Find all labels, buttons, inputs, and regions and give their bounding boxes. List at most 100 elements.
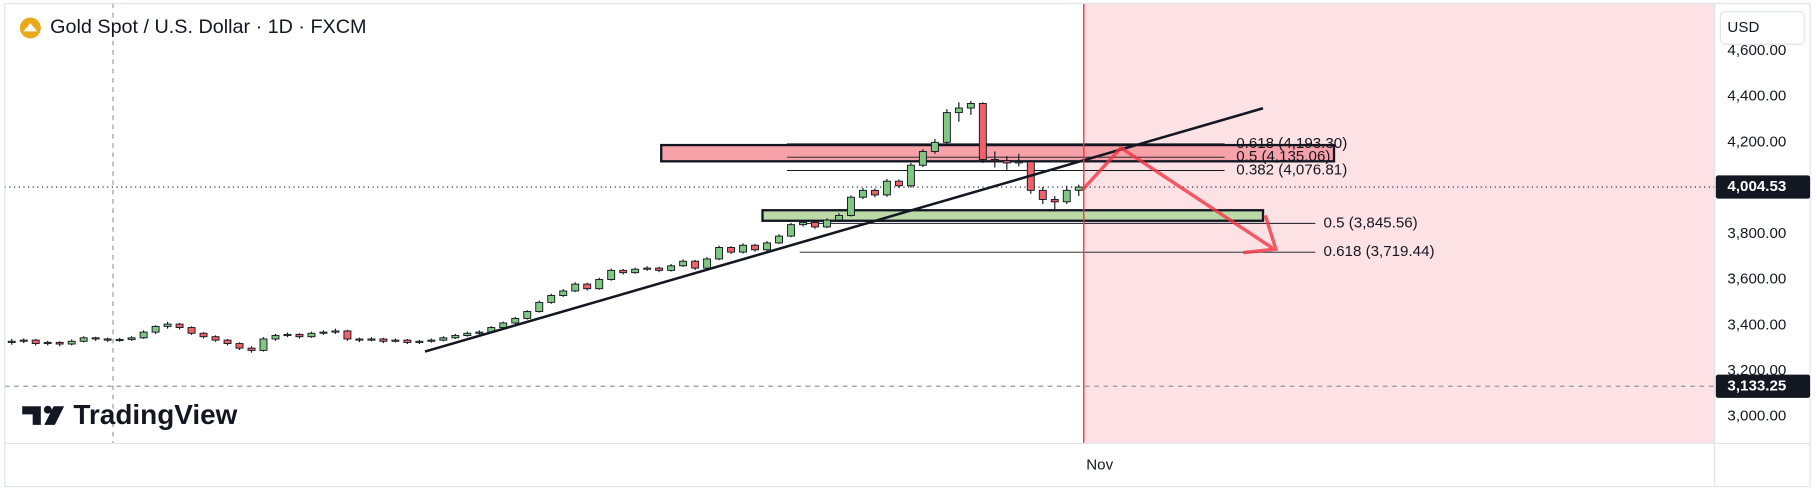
currency-label[interactable]: USD: [1727, 19, 1759, 36]
plot: 0.618 (4,193.30)0.5 (4,135.06)0.382 (4,0…: [4, 100, 1715, 387]
candle-body: [67, 340, 76, 345]
symbol-icon-mark: [23, 23, 38, 32]
candle-body: [691, 260, 700, 269]
candle-body: [667, 265, 676, 271]
candle-body: [799, 221, 807, 226]
projection-arrow: [1081, 145, 1274, 250]
candle-body: [918, 151, 927, 166]
candle-body: [91, 337, 100, 340]
fib-label: 0.5 (3,845.56): [1324, 214, 1418, 231]
candle-body: [847, 196, 855, 216]
candle-body: [115, 338, 124, 342]
y-tick-label: 4,600.00: [1727, 42, 1786, 59]
symbol-title: Gold Spot / U.S. Dollar · 1D · FXCM: [50, 16, 366, 38]
candle-body: [451, 335, 460, 339]
price-badge-label: 4,004.53: [1727, 178, 1786, 195]
candle-body: [7, 340, 16, 343]
candle-body: [391, 339, 400, 342]
candle-body: [954, 107, 963, 114]
x-tick-label: Nov: [1086, 457, 1113, 474]
candle-body: [463, 332, 472, 337]
y-tick-label: 3,000.00: [1727, 408, 1786, 425]
fib-label: 0.5 (4,135.06): [1236, 148, 1330, 165]
candle-body: [811, 221, 819, 228]
fib-label: 0.382 (4,076.81): [1236, 161, 1347, 178]
candle-body: [1038, 189, 1047, 200]
price-badge: [1715, 374, 1811, 398]
candle-body: [835, 215, 843, 221]
candle-body: [882, 180, 891, 196]
candle-body: [787, 224, 795, 237]
candle-body: [1062, 189, 1071, 203]
candle-body: [31, 339, 40, 345]
candle-body: [547, 295, 556, 303]
candle-body: [870, 189, 879, 196]
candle-body: [223, 339, 232, 345]
candle-body: [739, 244, 748, 253]
candle-body: [259, 338, 268, 351]
logo-shape: [22, 406, 41, 425]
candle-body: [79, 337, 88, 342]
candle-body: [583, 283, 592, 290]
candle-body: [930, 141, 939, 152]
candle-body: [978, 102, 987, 160]
brand: TradingView: [73, 399, 237, 430]
candle-body: [619, 269, 628, 274]
candle-body: [151, 325, 160, 333]
candle-body: [55, 341, 64, 345]
candle-body: [607, 269, 616, 280]
candle-body: [1002, 160, 1011, 164]
candle-body: [1014, 161, 1023, 164]
candle-body: [307, 332, 316, 338]
logo-dot: [43, 405, 52, 414]
candle-body: [343, 330, 352, 340]
candle-body: [535, 301, 544, 313]
zone: [660, 143, 1336, 163]
currency-box[interactable]: [1719, 11, 1805, 45]
tv-logo: [22, 405, 65, 425]
candle-body: [187, 327, 196, 334]
y-tick-label: 4,200.00: [1727, 133, 1786, 150]
frame: [4, 2, 1811, 488]
candle-body: [211, 336, 220, 341]
candle-body: [331, 330, 340, 333]
fib-label: 0.618 (4,193.30): [1236, 135, 1347, 152]
candle-body: [355, 338, 364, 341]
candle-body: [763, 242, 771, 251]
candle-body: [823, 219, 831, 228]
candle-body: [894, 180, 903, 187]
price-badge: [1715, 175, 1811, 199]
candle-body: [679, 260, 688, 267]
candle-body: [19, 339, 28, 342]
candle-body: [631, 268, 640, 274]
candle-body: [751, 244, 760, 251]
y-tick-label: 4,400.00: [1727, 88, 1786, 105]
candle-body: [367, 338, 376, 341]
candle-body: [127, 337, 136, 340]
candle-body: [163, 323, 172, 327]
price-badge-label: 3,133.25: [1727, 377, 1786, 394]
candle-body: [715, 247, 724, 260]
candle-body: [295, 333, 304, 338]
candle-body: [175, 323, 184, 329]
candle-body: [703, 258, 712, 269]
candle-body: [247, 347, 256, 351]
candle-body: [415, 340, 424, 343]
candle-body: [523, 311, 532, 319]
candle-body: [199, 332, 208, 338]
candle-body: [1074, 186, 1083, 191]
candle-body: [906, 164, 915, 187]
y-tick-label: 3,400.00: [1727, 316, 1786, 333]
candle-body: [439, 337, 448, 341]
candle-body: [511, 317, 520, 324]
candle-body: [319, 331, 328, 334]
arrow-head: [1243, 214, 1279, 255]
candle-body: [655, 267, 664, 271]
candle-body: [139, 331, 148, 339]
candle-body: [43, 341, 52, 345]
candle-body: [403, 339, 412, 343]
candle-body: [571, 283, 580, 292]
candle-body: [775, 235, 783, 244]
candle-body: [858, 189, 867, 198]
